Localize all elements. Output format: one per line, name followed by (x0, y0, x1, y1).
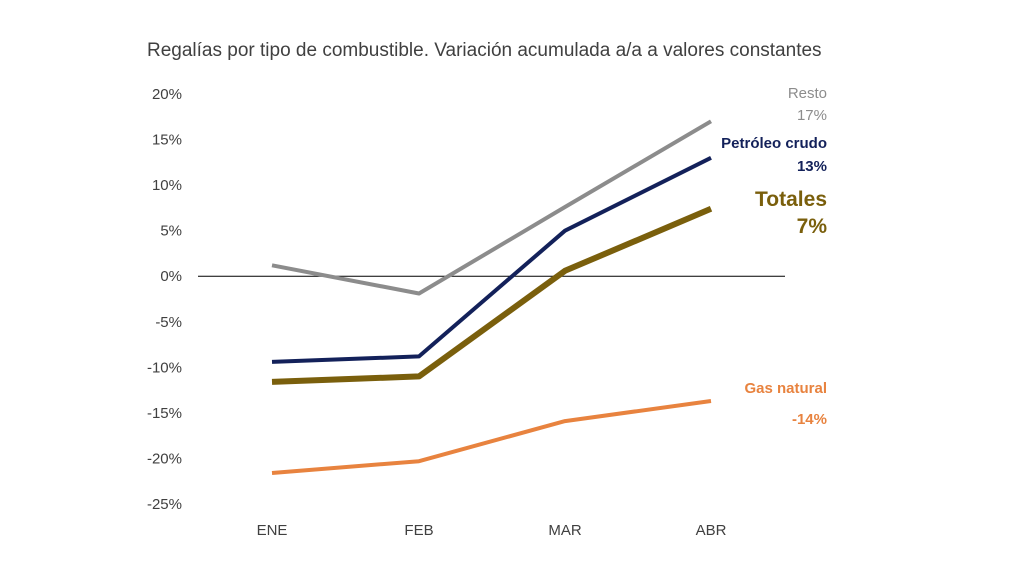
y-tick-label: -5% (155, 314, 182, 331)
chart-title: Regalías por tipo de combustible. Variac… (147, 40, 822, 61)
x-tick-label: ABR (696, 522, 727, 539)
series-line-totales (271, 206, 713, 385)
x-tick-label: FEB (404, 522, 433, 539)
series-label-resto: Resto (788, 85, 827, 102)
x-tick-label: MAR (548, 522, 582, 539)
series-line-petr-leo-crudo (271, 156, 712, 364)
series-lines (271, 119, 713, 475)
y-tick-label: -15% (147, 405, 182, 422)
series-label-gas-natural: Gas natural (744, 380, 827, 397)
series-value-petr-leo-crudo: 13% (797, 158, 827, 175)
series-line-gas-natural (271, 399, 712, 475)
x-axis: ENE FEB MAR ABR (257, 522, 727, 539)
series-value-resto: 17% (797, 107, 827, 124)
y-tick-label: 15% (152, 132, 182, 149)
y-tick-label: -10% (147, 359, 182, 376)
y-tick-label: 10% (152, 177, 182, 194)
series-line-resto (271, 119, 713, 296)
series-label-totales: Totales (755, 188, 827, 211)
y-tick-label: 0% (160, 268, 182, 285)
x-tick-label: ENE (257, 522, 288, 539)
y-tick-label: 5% (160, 223, 182, 240)
series-value-gas-natural: -14% (792, 411, 827, 428)
series-label-petr-leo-crudo: Petróleo crudo (721, 135, 827, 152)
y-tick-label: 20% (152, 86, 182, 103)
y-tick-label: -25% (147, 496, 182, 513)
series-labels: Resto 17% Petróleo crudo 13% Totales 7% Gas na… (721, 85, 827, 428)
y-axis: 20% 15% 10% 5% 0% -5% -10% -15% -20% -25% (147, 86, 182, 513)
series-value-totales: 7% (797, 215, 828, 238)
y-tick-label: -20% (147, 450, 182, 467)
